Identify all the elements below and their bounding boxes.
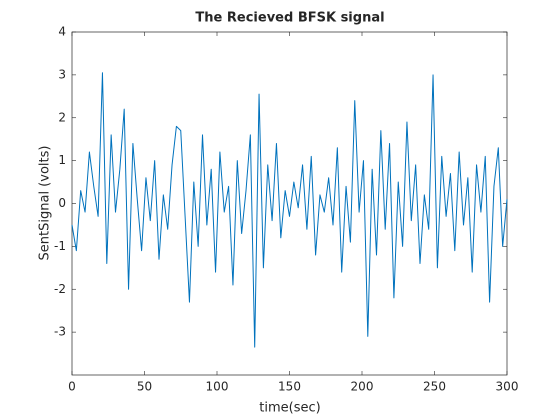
signal-line [71, 72, 508, 348]
x-tick-label: 200 [351, 380, 374, 394]
x-tick-label: 250 [423, 380, 446, 394]
y-tick-label: -2 [54, 282, 66, 296]
x-tick-label: 50 [137, 380, 152, 394]
y-tick-label: 0 [58, 196, 66, 210]
x-tick-label: 300 [496, 380, 519, 394]
y-tick-label: 1 [58, 153, 66, 167]
y-axis-label: SentSignal (volts) [38, 146, 53, 261]
x-tick-label: 0 [68, 380, 76, 394]
y-tick-label: -3 [54, 325, 66, 339]
y-tick-label: 4 [58, 25, 66, 39]
x-tick-label: 150 [278, 380, 301, 394]
chart-title: The Recieved BFSK signal [195, 11, 384, 26]
y-tick-label: 3 [58, 67, 66, 81]
y-tick-label: 2 [58, 110, 66, 124]
x-tick-label: 100 [206, 380, 229, 394]
y-tick-label: -1 [54, 239, 66, 253]
x-axis-label: time(sec) [259, 401, 320, 416]
